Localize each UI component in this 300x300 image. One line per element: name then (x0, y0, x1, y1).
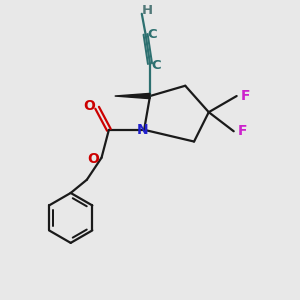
Text: H: H (142, 4, 153, 17)
Text: F: F (241, 89, 250, 103)
Text: O: O (83, 99, 95, 113)
Text: C: C (152, 59, 161, 72)
Polygon shape (115, 93, 150, 99)
Text: N: N (137, 123, 148, 137)
Text: C: C (147, 28, 157, 41)
Text: F: F (238, 124, 247, 138)
Text: O: O (87, 152, 99, 166)
